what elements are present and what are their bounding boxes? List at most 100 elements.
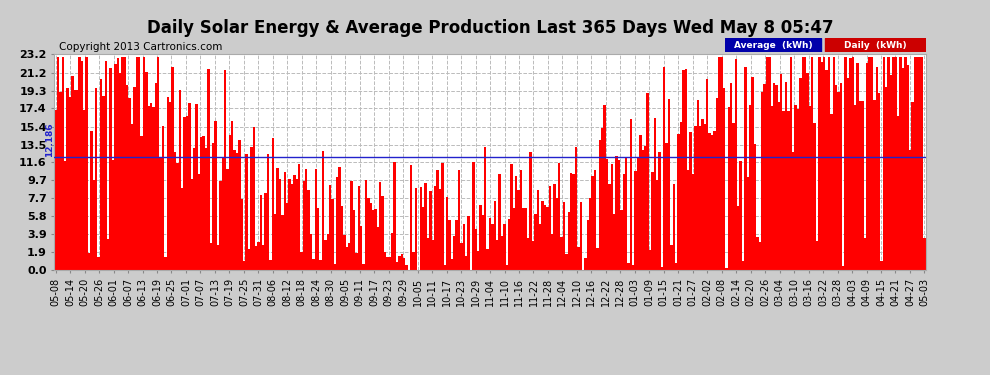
Bar: [259, 195, 262, 270]
Bar: [672, 183, 675, 270]
Bar: [257, 242, 259, 270]
Bar: [229, 135, 231, 270]
Bar: [596, 248, 599, 270]
Bar: [112, 160, 114, 270]
Bar: [699, 126, 701, 270]
Bar: [692, 174, 694, 270]
Bar: [613, 214, 616, 270]
Bar: [642, 150, 644, 270]
Bar: [833, 57, 835, 270]
Bar: [555, 198, 558, 270]
Bar: [513, 208, 515, 270]
Bar: [288, 179, 291, 270]
Bar: [56, 57, 59, 270]
Bar: [339, 167, 341, 270]
Bar: [305, 169, 308, 270]
Bar: [738, 206, 740, 270]
Bar: [823, 57, 826, 270]
Bar: [840, 83, 842, 270]
Bar: [334, 264, 336, 270]
Bar: [640, 135, 642, 270]
Bar: [276, 168, 279, 270]
Bar: [124, 57, 126, 270]
Bar: [565, 254, 567, 270]
Bar: [921, 57, 924, 270]
Bar: [723, 88, 725, 270]
Bar: [107, 239, 109, 270]
Bar: [601, 128, 604, 270]
Bar: [515, 176, 518, 270]
Bar: [663, 67, 665, 270]
Bar: [787, 111, 790, 270]
Bar: [457, 170, 460, 270]
Bar: [146, 72, 148, 270]
Bar: [532, 242, 535, 270]
Bar: [344, 235, 346, 270]
Bar: [169, 102, 171, 270]
Bar: [78, 57, 81, 270]
Bar: [535, 213, 537, 270]
Bar: [243, 261, 246, 270]
Bar: [148, 106, 149, 270]
Bar: [689, 132, 692, 270]
Bar: [176, 163, 178, 270]
Bar: [114, 64, 117, 270]
Bar: [119, 74, 122, 270]
Bar: [420, 187, 422, 270]
Bar: [625, 157, 628, 270]
Bar: [154, 83, 157, 270]
Bar: [122, 57, 124, 270]
Bar: [503, 224, 506, 270]
Bar: [746, 177, 749, 270]
Bar: [887, 57, 890, 270]
Bar: [706, 79, 709, 270]
Bar: [854, 105, 856, 270]
Bar: [486, 249, 489, 270]
Bar: [606, 159, 608, 270]
Bar: [811, 57, 814, 270]
Bar: [608, 184, 611, 270]
Bar: [102, 96, 105, 270]
Bar: [367, 198, 369, 270]
Bar: [704, 124, 706, 270]
Bar: [835, 86, 838, 270]
Bar: [735, 58, 738, 270]
Bar: [589, 198, 591, 270]
Bar: [317, 208, 320, 270]
Bar: [506, 265, 508, 270]
Bar: [434, 186, 437, 270]
Bar: [300, 252, 303, 270]
Bar: [846, 78, 849, 270]
Bar: [405, 265, 408, 270]
Bar: [656, 180, 658, 270]
Bar: [742, 261, 744, 270]
Bar: [432, 240, 434, 270]
Bar: [530, 152, 532, 270]
Bar: [73, 90, 76, 270]
Bar: [651, 172, 653, 270]
Bar: [207, 69, 210, 270]
Bar: [765, 57, 768, 270]
Bar: [856, 63, 858, 270]
Bar: [381, 196, 384, 270]
Bar: [546, 207, 548, 270]
Bar: [141, 136, 143, 270]
Bar: [460, 243, 462, 270]
Bar: [895, 57, 897, 270]
Bar: [355, 253, 357, 270]
Bar: [899, 57, 902, 270]
Bar: [227, 170, 229, 270]
Bar: [95, 88, 97, 270]
Bar: [630, 119, 632, 270]
Bar: [604, 105, 606, 270]
Bar: [322, 151, 324, 270]
Bar: [164, 257, 166, 270]
Bar: [489, 218, 491, 270]
Bar: [126, 86, 129, 270]
Bar: [544, 205, 546, 270]
Bar: [391, 233, 393, 270]
Bar: [93, 180, 95, 270]
Bar: [59, 92, 61, 270]
Bar: [262, 245, 264, 270]
Bar: [510, 164, 513, 270]
